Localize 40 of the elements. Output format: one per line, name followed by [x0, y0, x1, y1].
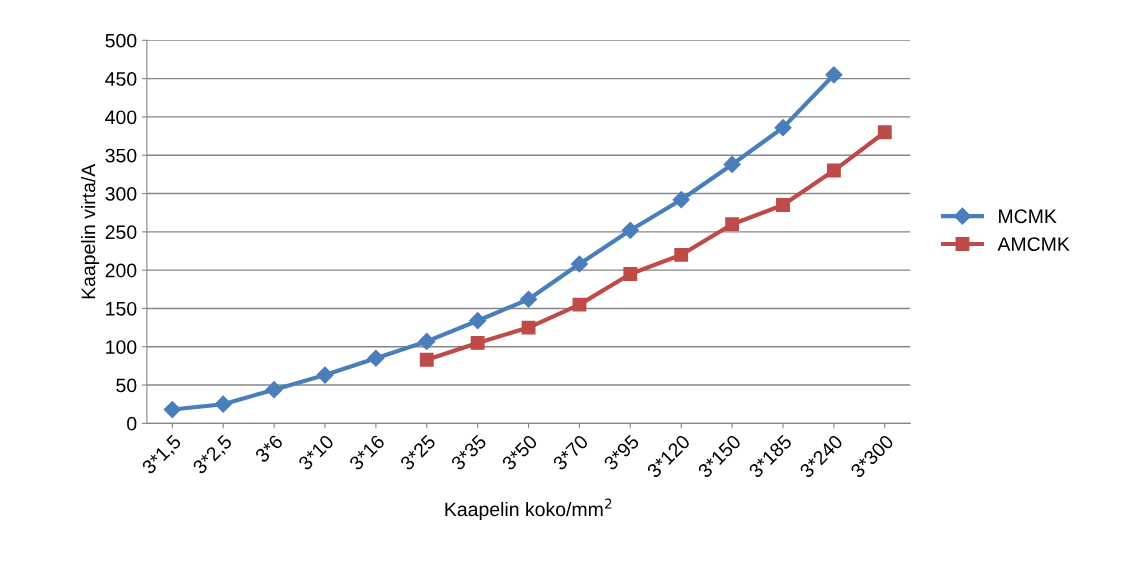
y-tick-label: 50 [116, 378, 137, 393]
legend-label: AMCMK [997, 237, 1070, 251]
y-tick-label: 350 [105, 148, 137, 163]
x-axis-title: Kaapelin koko/mm$^{2}$ [445, 498, 612, 521]
point [572, 297, 587, 312]
y-axis-title: Kaapelin virta/A [81, 163, 100, 299]
y-tick-label: 200 [105, 263, 137, 278]
legend-label: MCMK [999, 209, 1057, 224]
x-tick-label: 3*6 [254, 434, 284, 464]
point [877, 125, 892, 140]
point [519, 290, 538, 308]
point [570, 255, 588, 273]
y-tick-label: 0 [127, 416, 137, 431]
point [776, 198, 790, 212]
point [470, 335, 485, 350]
point [621, 221, 639, 239]
point [725, 217, 740, 232]
y-tick-label: 100 [106, 340, 137, 354]
point [469, 312, 487, 330]
point [723, 155, 741, 173]
point [672, 191, 690, 209]
point [521, 320, 536, 335]
point [674, 247, 689, 262]
y-tick-label: 500 [105, 33, 137, 48]
y-tick-label: 150 [106, 301, 137, 316]
point [419, 352, 434, 367]
point [774, 119, 792, 137]
y-tick-label: 450 [105, 72, 137, 86]
point [214, 395, 232, 413]
point [623, 267, 638, 281]
point [367, 349, 385, 367]
y-tick-label: 300 [105, 187, 137, 201]
point [163, 401, 181, 419]
point [316, 366, 334, 384]
point [265, 381, 283, 399]
y-tick-label: 400 [105, 110, 137, 125]
point [825, 66, 843, 84]
point [826, 163, 841, 178]
point [418, 332, 436, 350]
y-tick-label: 250 [105, 225, 137, 240]
